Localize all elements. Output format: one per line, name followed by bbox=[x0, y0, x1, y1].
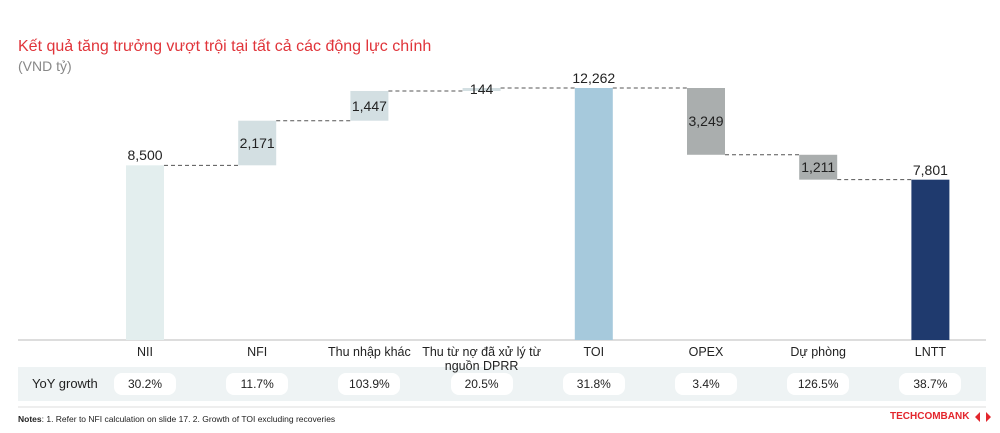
value-label: 2,171 bbox=[239, 135, 275, 151]
logo: TECHCOMBANK bbox=[890, 411, 970, 422]
yoy-value: 30.2% bbox=[114, 373, 176, 395]
value-label: 7,801 bbox=[912, 161, 948, 178]
chart-subtitle: (VND tỷ) bbox=[18, 58, 72, 74]
bar bbox=[126, 165, 164, 340]
bar bbox=[350, 90, 389, 121]
notes-label: Notes bbox=[18, 414, 42, 424]
value-label: 144 bbox=[469, 81, 494, 98]
bar bbox=[238, 120, 277, 166]
chart-title: Kết quả tăng trưởng vượt trội tại tất cả… bbox=[18, 38, 432, 55]
bar bbox=[462, 88, 501, 91]
x-tick-label: LNTT bbox=[914, 345, 947, 359]
yoy-value: 103.9% bbox=[338, 373, 401, 395]
bar bbox=[687, 88, 725, 155]
x-tick-label: TOI bbox=[583, 345, 605, 359]
yoy-value: 20.5% bbox=[450, 373, 513, 395]
yoy-value: 126.5% bbox=[787, 373, 850, 395]
x-tick-label: Thu từ nợ đã xử lý từ nguồn DPRR bbox=[422, 345, 541, 373]
value-label: 1,211 bbox=[801, 159, 836, 176]
yoy-label: YoY growth bbox=[32, 376, 98, 391]
x-tick-label: Thu nhập khác bbox=[328, 345, 411, 359]
x-tick-label: OPEX bbox=[688, 345, 724, 359]
yoy-value: 38.7% bbox=[899, 373, 962, 395]
value-label: 8,500 bbox=[127, 147, 163, 164]
yoy-value: 31.8% bbox=[562, 373, 625, 395]
x-tick-label: NII bbox=[137, 345, 153, 359]
x-tick-label: NFI bbox=[247, 345, 268, 359]
bar bbox=[911, 179, 950, 340]
logo-icon bbox=[975, 412, 991, 422]
bar bbox=[799, 154, 838, 180]
x-tick-label: Dự phòng bbox=[790, 345, 846, 359]
bar bbox=[574, 88, 613, 340]
value-label: 12,262 bbox=[572, 70, 616, 86]
yoy-value: 11.7% bbox=[226, 373, 289, 395]
notes: Notes: 1. Refer to NFI calculation on sl… bbox=[18, 414, 335, 424]
value-label: 3,249 bbox=[688, 113, 724, 130]
notes-text: : 1. Refer to NFI calculation on slide 1… bbox=[41, 414, 336, 424]
value-label: 1,447 bbox=[351, 97, 387, 114]
yoy-value: 3.4% bbox=[675, 373, 737, 395]
